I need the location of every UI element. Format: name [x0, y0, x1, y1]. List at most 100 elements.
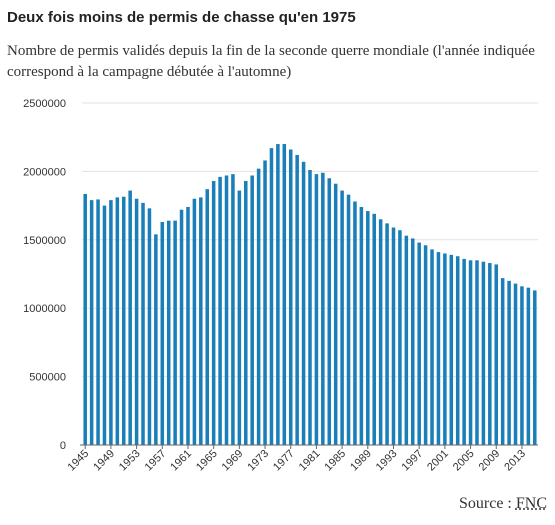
bar-2002 — [449, 254, 454, 445]
x-tick-label: 1977 — [271, 448, 297, 474]
bar-2007 — [481, 261, 486, 445]
bar-1998 — [423, 245, 428, 445]
bar-1970 — [244, 180, 248, 446]
source-prefix: Source : — [459, 495, 516, 512]
bar-1999 — [430, 249, 434, 445]
bar-1954 — [141, 202, 145, 445]
y-tick-label: 0 — [60, 440, 66, 452]
bar-1952 — [128, 190, 132, 445]
bar-1994 — [398, 230, 402, 445]
bar-1949 — [109, 200, 113, 445]
bar-1997 — [417, 242, 421, 445]
x-tick-label: 1985 — [322, 448, 348, 474]
x-tick-label: 2013 — [502, 448, 528, 474]
bar-2008 — [488, 263, 492, 445]
x-tick-label: 1953 — [117, 448, 143, 474]
bar-1963 — [199, 197, 203, 445]
bar-1977 — [288, 149, 293, 445]
bar-1965 — [211, 180, 216, 446]
bar-1947 — [96, 199, 100, 445]
y-tick-label: 1500000 — [23, 235, 66, 247]
bar-1955 — [147, 208, 152, 445]
y-tick-label: 2500000 — [23, 98, 66, 110]
bar-2012 — [513, 283, 518, 445]
y-tick-label: 2000000 — [23, 166, 66, 178]
bar-1988 — [359, 206, 364, 445]
bar-1992 — [385, 223, 389, 445]
y-axis-tick-labels: 0 500000 1000000 1500000 2000000 2500000 — [23, 98, 66, 452]
chart-title: Deux fois moins de permis de chasse qu'e… — [7, 9, 356, 26]
bar-2015 — [533, 290, 537, 445]
bar-1983 — [327, 178, 332, 446]
bar-1971 — [250, 175, 254, 445]
bar-2000 — [436, 252, 441, 445]
bar-1959 — [173, 220, 177, 445]
bar-1966 — [218, 176, 222, 445]
bar-1995 — [404, 235, 409, 445]
bar-2013 — [520, 286, 524, 445]
bar-2010 — [500, 278, 505, 445]
bar-1960 — [179, 209, 184, 445]
x-tick-label: 2005 — [451, 448, 477, 474]
bar-1980 — [308, 170, 312, 445]
source-link-fnc[interactable]: FNC — [515, 495, 547, 512]
y-tick-label: 1000000 — [23, 303, 66, 315]
bar-1962 — [192, 198, 197, 445]
x-tick-label: 1973 — [245, 448, 271, 474]
bar-2004 — [462, 258, 466, 445]
bar-2003 — [455, 256, 460, 445]
bar-1946 — [89, 200, 94, 445]
x-tick-label: 2009 — [477, 448, 503, 474]
bar-1981 — [314, 174, 319, 445]
bar-1979 — [301, 161, 306, 445]
bar-2005 — [468, 260, 473, 445]
x-tick-label: 1965 — [194, 448, 220, 474]
bar-1956 — [154, 234, 158, 445]
bar-2009 — [494, 264, 499, 445]
bar-1975 — [276, 144, 280, 446]
bar-1990 — [372, 213, 376, 445]
bar-1967 — [224, 175, 229, 445]
bar-1957 — [160, 222, 165, 445]
bar-1950 — [115, 197, 120, 445]
bar-1996 — [410, 238, 415, 445]
bars — [83, 144, 537, 446]
x-tick-label: 1945 — [66, 448, 92, 474]
bar-2011 — [507, 280, 511, 445]
bar-1991 — [378, 219, 383, 445]
x-tick-label: 1981 — [297, 448, 323, 474]
x-tick-label: 1993 — [374, 448, 400, 474]
bar-1964 — [205, 189, 209, 445]
bar-1972 — [256, 168, 261, 445]
bar-1961 — [186, 206, 190, 445]
x-tick-label: 1961 — [168, 448, 194, 474]
source-credit: Source : FNC — [459, 495, 547, 513]
x-tick-label: 2001 — [425, 448, 451, 474]
x-tick-label: 1989 — [348, 448, 374, 474]
bar-2006 — [475, 260, 479, 445]
bar-1989 — [366, 211, 370, 445]
bar-1951 — [121, 196, 126, 445]
bar-1973 — [263, 160, 267, 445]
bar-1993 — [391, 227, 396, 445]
chart-subtitle: Nombre de permis validés depuis la fin d… — [7, 43, 535, 80]
bar-1948 — [102, 205, 107, 445]
x-axis-tick-labels: 1945 1949 1953 1957 1961 1965 1969 1973 1977 1981… — [66, 445, 528, 474]
x-tick-label: 1957 — [143, 448, 169, 474]
bar-1953 — [134, 198, 139, 445]
x-tick-label: 1969 — [220, 448, 246, 474]
bar-1958 — [166, 220, 171, 445]
bar-1986 — [346, 194, 351, 445]
bar-2001 — [443, 253, 447, 445]
bar-1978 — [295, 154, 299, 446]
bar-1982 — [321, 172, 325, 445]
y-tick-label: 500000 — [29, 372, 66, 384]
bar-1985 — [340, 190, 344, 445]
x-tick-label: 1997 — [400, 448, 426, 474]
bar-1987 — [353, 201, 357, 445]
bar-1968 — [231, 174, 235, 445]
bar-1974 — [269, 148, 274, 445]
x-tick-label: 1949 — [91, 448, 117, 474]
bar-1969 — [237, 190, 242, 445]
